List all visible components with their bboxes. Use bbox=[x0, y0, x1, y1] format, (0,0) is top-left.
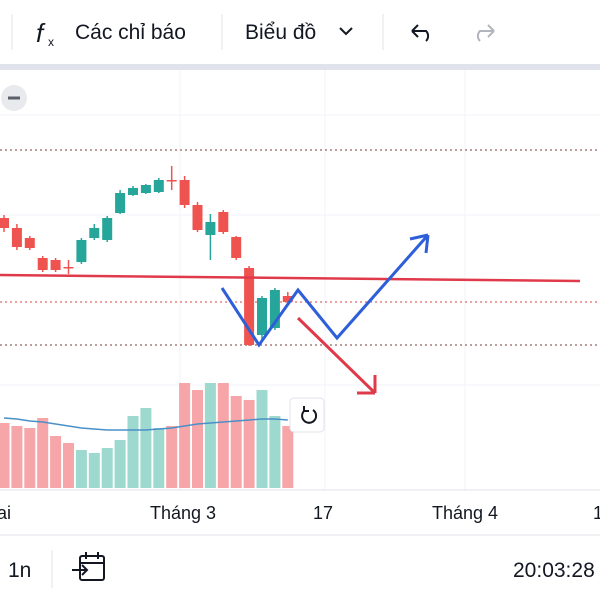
indicators-button[interactable]: f x Các chỉ báo bbox=[36, 18, 186, 49]
volume-bar bbox=[204, 383, 216, 488]
candle-body bbox=[63, 267, 74, 269]
reset-icon bbox=[301, 406, 318, 424]
drawn-arrow bbox=[220, 233, 430, 348]
candle-body bbox=[231, 237, 242, 258]
candle-body bbox=[89, 228, 100, 238]
redo-button[interactable] bbox=[476, 24, 495, 42]
grid bbox=[0, 70, 600, 490]
candle-body bbox=[269, 290, 280, 328]
volume-ma-line bbox=[3, 417, 288, 431]
volume-bar bbox=[114, 440, 126, 488]
volume-bar bbox=[269, 416, 281, 488]
volume-bar bbox=[153, 428, 165, 488]
candle-body bbox=[76, 240, 87, 262]
x-tick-label: Tháng 4 bbox=[432, 503, 498, 523]
drawn-arrow bbox=[296, 316, 377, 395]
volume-bar bbox=[166, 426, 178, 488]
indicators-label: Các chỉ báo bbox=[75, 21, 186, 44]
x-tick-label: 17 bbox=[313, 503, 333, 523]
toolbar bbox=[0, 0, 600, 64]
fx-icon-sub: x bbox=[48, 35, 54, 49]
volume-bar bbox=[11, 426, 23, 488]
volume-bar bbox=[63, 443, 74, 488]
x-axis: g Hai Tháng 3 17 Tháng 4 1 bbox=[0, 503, 600, 523]
interval-button[interactable]: 1n bbox=[8, 559, 31, 582]
candle-body bbox=[205, 222, 216, 235]
candle-body bbox=[179, 180, 190, 205]
calendar-icon bbox=[79, 555, 105, 581]
volume-bar bbox=[179, 383, 191, 488]
candle-body bbox=[24, 238, 35, 248]
x-tick-label: Tháng 3 bbox=[150, 503, 216, 523]
chart-type-button[interactable]: Biểu đồ bbox=[245, 21, 353, 44]
drawn-line bbox=[0, 273, 581, 283]
volume-bar bbox=[0, 423, 10, 488]
candle-body bbox=[244, 268, 255, 345]
clock: 20:03:28 bbox=[513, 559, 595, 582]
volume-bar bbox=[192, 390, 203, 488]
volume-bar bbox=[217, 383, 229, 488]
candle-body bbox=[192, 205, 203, 230]
undo-button[interactable] bbox=[411, 24, 430, 42]
volume-bar bbox=[101, 448, 113, 488]
chevron bbox=[339, 27, 353, 36]
goto-date-button[interactable] bbox=[72, 552, 105, 581]
candle-body bbox=[50, 260, 61, 270]
volume-bar bbox=[37, 418, 49, 488]
x-tick-label: g Hai bbox=[0, 503, 11, 523]
candle-body bbox=[37, 258, 48, 270]
calendar-icon-detail bbox=[72, 552, 104, 576]
plot bbox=[0, 166, 294, 488]
candle-body bbox=[0, 218, 9, 228]
volume-bar bbox=[127, 416, 139, 488]
volume-bar bbox=[282, 426, 294, 488]
candle-body bbox=[102, 218, 113, 240]
candle-body bbox=[166, 180, 177, 182]
volume-bar bbox=[243, 400, 255, 488]
fx-icon: f bbox=[36, 18, 46, 48]
volume-bar bbox=[140, 408, 152, 488]
chart-type-label: Biểu đồ bbox=[245, 21, 316, 44]
volume-bar bbox=[50, 436, 62, 488]
candle-body bbox=[115, 193, 126, 213]
volume-bar bbox=[230, 396, 242, 488]
reset-button[interactable] bbox=[289, 397, 325, 433]
candle-body bbox=[257, 298, 267, 335]
separator bbox=[0, 64, 600, 70]
volume-bar bbox=[88, 453, 100, 488]
candle-body bbox=[140, 185, 151, 193]
volume-bar bbox=[24, 428, 36, 488]
candle-body bbox=[128, 188, 138, 195]
volume-bar bbox=[75, 450, 87, 488]
candle-body bbox=[11, 228, 22, 247]
candle-body bbox=[153, 180, 164, 192]
candle-body bbox=[218, 212, 229, 232]
x-tick-label: 1 bbox=[593, 503, 600, 523]
volume-bar bbox=[256, 390, 268, 488]
candle-body bbox=[282, 296, 293, 302]
